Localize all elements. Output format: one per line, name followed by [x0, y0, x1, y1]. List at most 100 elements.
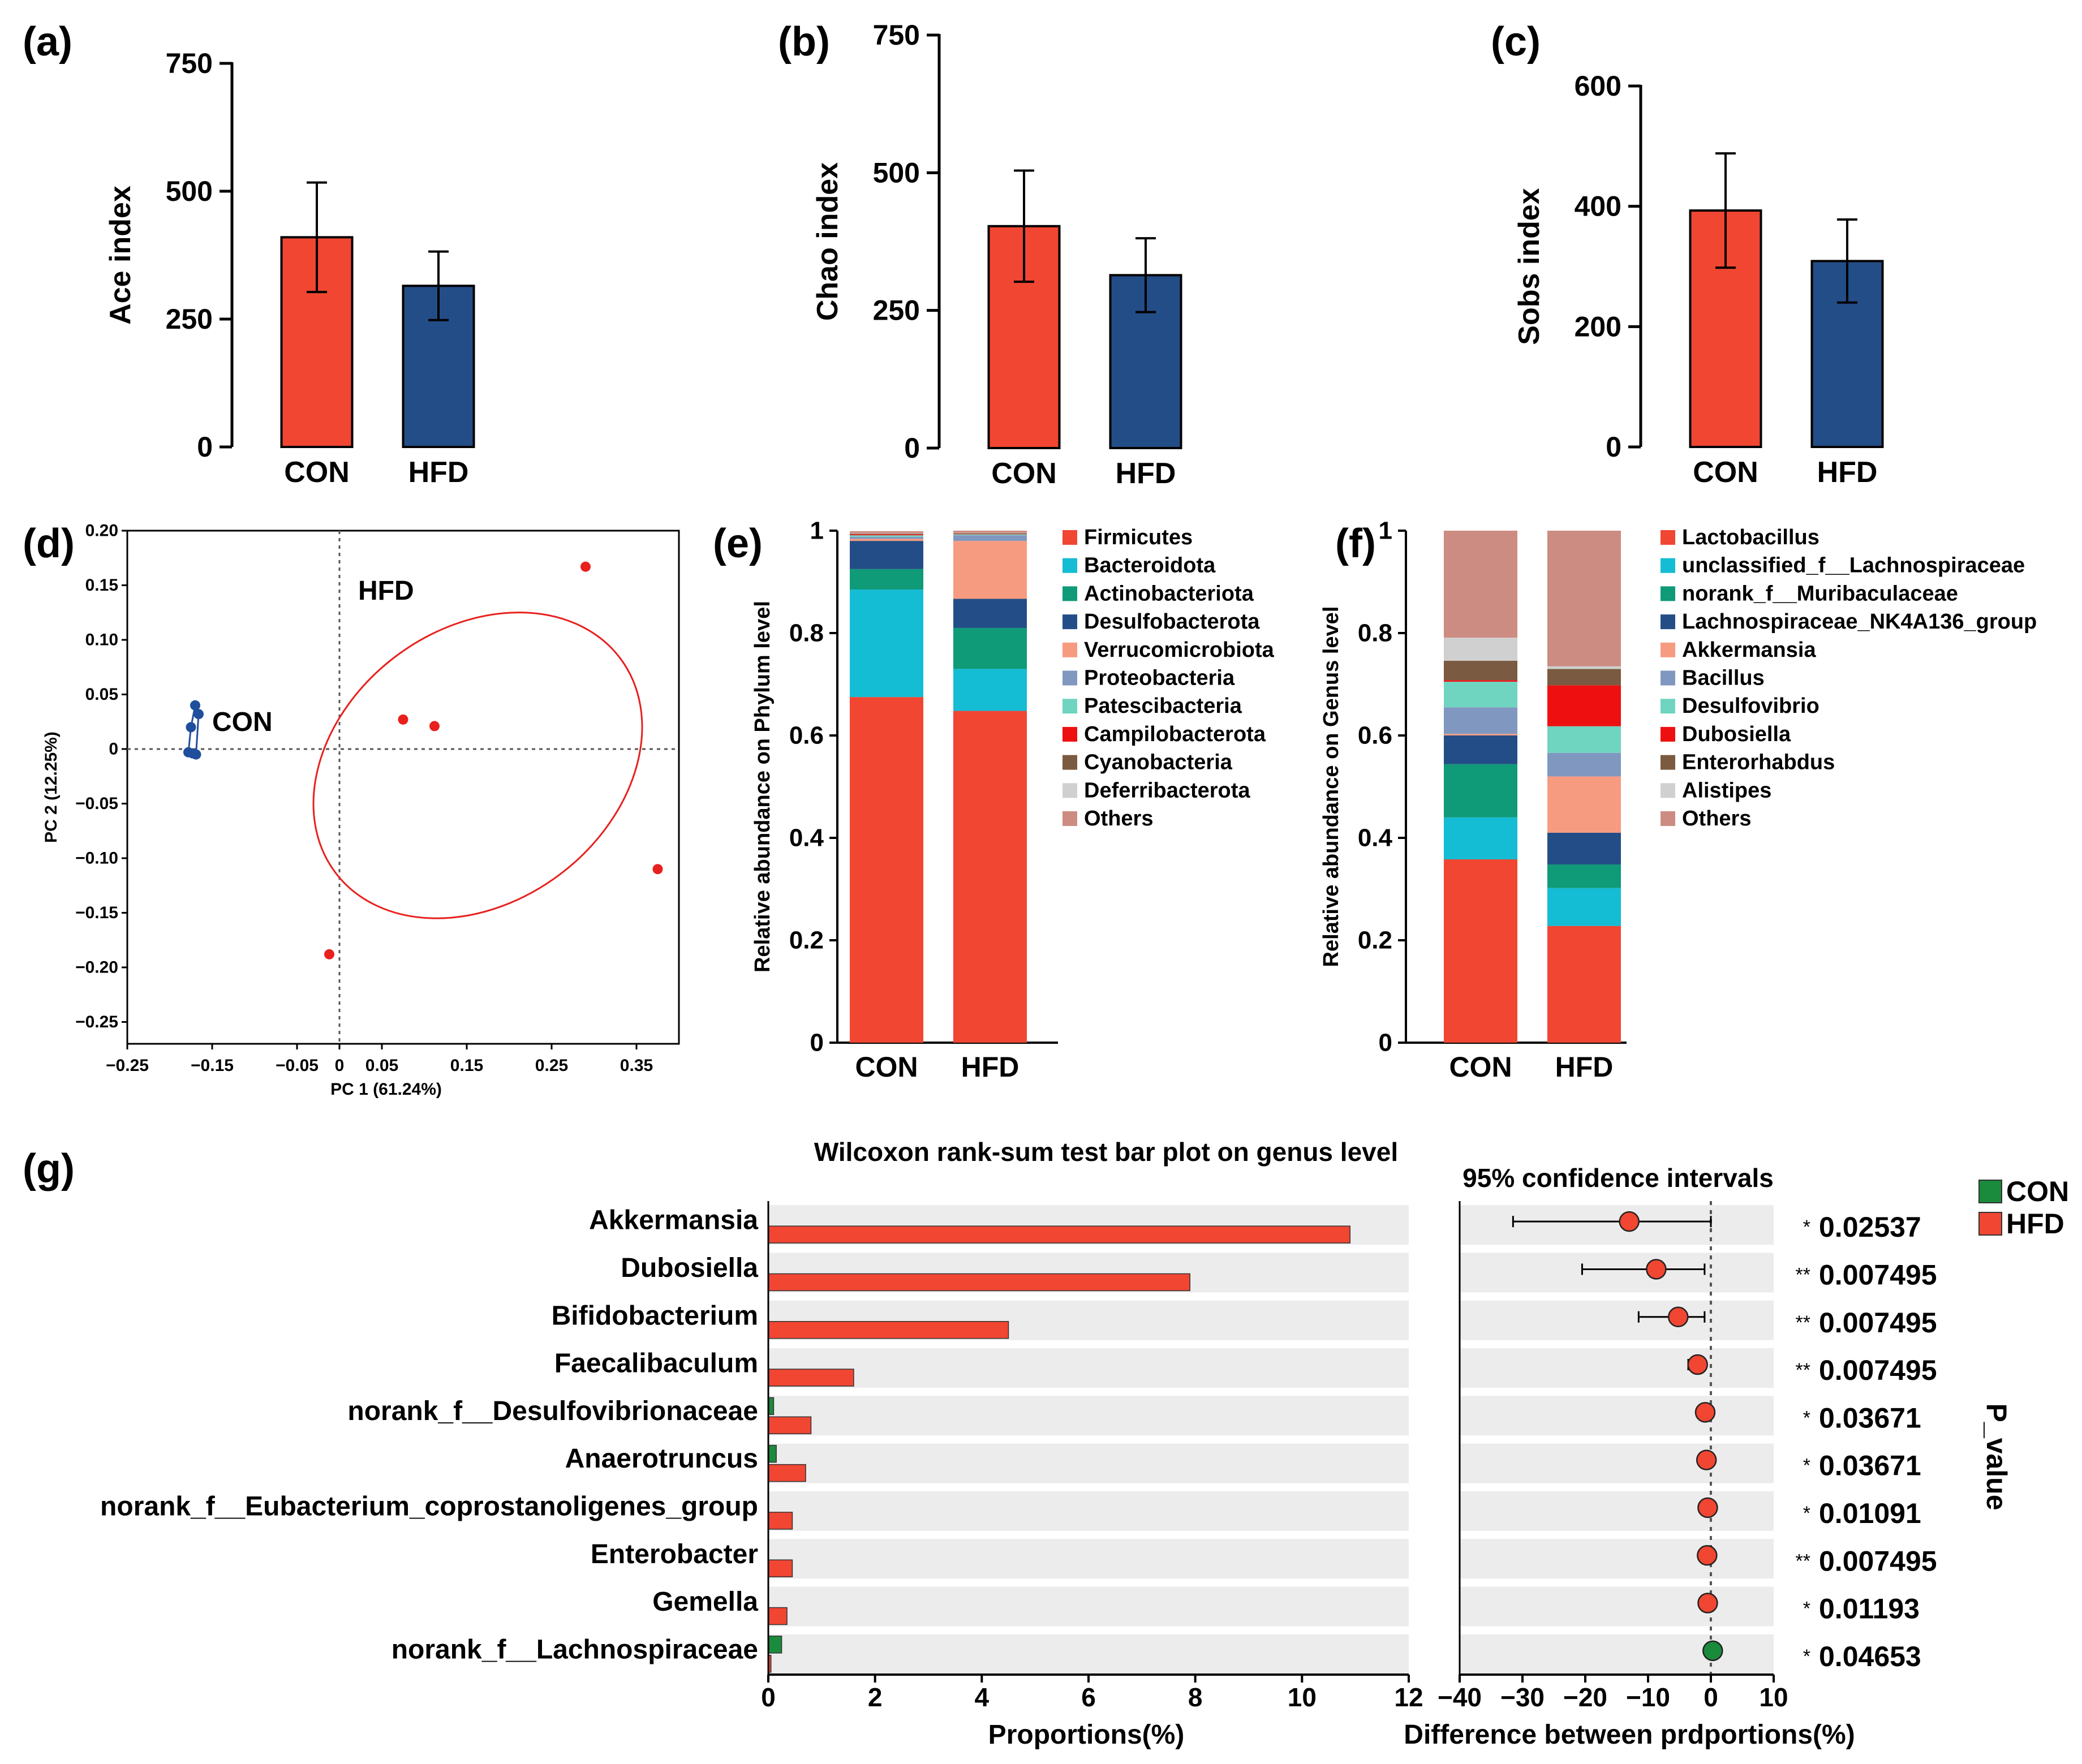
- legend-swatch: [1661, 811, 1675, 826]
- legend-label: unclassified_f__Lachnospiraceae: [1682, 554, 2025, 578]
- segment-desulfovibrio: [1444, 681, 1517, 708]
- bar-hfd: [768, 1369, 854, 1387]
- group-label-hfd: HFD: [358, 576, 414, 606]
- legend-swatch: [1661, 530, 1675, 545]
- y-tick-label: 0: [904, 432, 920, 464]
- p-value: 0.04653: [1819, 1641, 1921, 1672]
- y-tick-label: 0.8: [1358, 619, 1392, 647]
- legend-swatch: [1661, 670, 1675, 686]
- legend-swatch: [1661, 642, 1675, 657]
- legend-swatch: [1062, 755, 1077, 770]
- legend-label: Bacillus: [1682, 666, 1765, 690]
- legend-swatch: [1062, 586, 1077, 601]
- significance-stars: *: [1803, 1407, 1810, 1429]
- significance-stars: *: [1803, 1503, 1810, 1524]
- panel-letter: (e): [713, 521, 763, 566]
- category-label: Anaerotruncus: [565, 1444, 758, 1474]
- x-axis-label: Proportions(%): [988, 1720, 1185, 1750]
- row-band: [1460, 1586, 1774, 1627]
- y-tick-label: 0.8: [789, 619, 824, 647]
- y-tick-label: 1: [810, 517, 824, 545]
- segment-unclassified-f-lachnospiraceae: [1547, 888, 1621, 926]
- significance-stars: **: [1796, 1264, 1810, 1285]
- legend-label: Dubosiella: [1682, 722, 1791, 746]
- ci-point: [1687, 1354, 1708, 1375]
- x-tick-label: HFD: [408, 456, 469, 489]
- segment-firmicutes: [850, 697, 923, 1043]
- x-tick-label: −0.25: [106, 1056, 149, 1075]
- bar-con: [768, 1636, 782, 1654]
- legend-swatch: [1062, 726, 1077, 742]
- x-tick-label: 4: [975, 1683, 990, 1712]
- legend-label: Others: [1084, 807, 1153, 831]
- x-tick-label: CON: [1693, 456, 1758, 489]
- plot-frame: [126, 530, 680, 1045]
- row-band: [768, 1396, 1409, 1436]
- p-value: 0.03671: [1819, 1402, 1921, 1434]
- p-value: 0.03671: [1819, 1450, 1921, 1482]
- y-tick-label: 0.2: [789, 927, 824, 954]
- y-tick-label: 750: [873, 19, 920, 51]
- segment-verrucomicrobiota: [953, 541, 1027, 599]
- legend-swatch: [1062, 558, 1077, 573]
- segment-desulfovibrio: [1547, 726, 1621, 753]
- bar-hfd: [768, 1273, 1190, 1292]
- legend-swatch: [1062, 783, 1077, 798]
- chart-title: 95% confidence intervals: [1462, 1163, 1774, 1193]
- legend-swatch: [1062, 811, 1077, 826]
- legend-label: Verrucomicrobiota: [1084, 638, 1275, 662]
- segment-dubosiella: [1547, 685, 1621, 726]
- y-tick-label: 250: [873, 295, 920, 326]
- segment-actinobacteriota: [953, 627, 1027, 669]
- y-tick-label: 0.05: [85, 685, 118, 704]
- segment-patescibacteria: [850, 535, 923, 537]
- segment-norank-f-muribaculaceae: [1444, 764, 1517, 818]
- y-tick-label: 500: [873, 157, 920, 188]
- x-tick-label: 0.25: [535, 1056, 568, 1075]
- panel-letter: (a): [23, 19, 72, 64]
- y-tick-label: 0: [197, 431, 213, 463]
- legend-label: Proteobacteria: [1084, 666, 1235, 690]
- y-tick-label: 0.6: [1358, 722, 1392, 750]
- chart-title: Wilcoxon rank-sum test bar plot on genus…: [814, 1137, 1398, 1167]
- point-hfd: [324, 949, 334, 960]
- category-label: Enterobacter: [591, 1539, 758, 1569]
- ci-point: [1668, 1306, 1689, 1327]
- significance-stars: **: [1796, 1312, 1810, 1333]
- segment-cyanobacteria: [850, 533, 923, 535]
- row-band: [1460, 1348, 1774, 1388]
- legend-label: Alistipes: [1682, 778, 1771, 802]
- category-label: norank_f__Lachnospiraceae: [392, 1634, 758, 1664]
- x-tick-label: −20: [1563, 1683, 1607, 1712]
- row-band: [768, 1443, 1409, 1483]
- significance-stars: *: [1803, 1598, 1810, 1620]
- bar-hfd: [768, 1559, 793, 1577]
- legend-swatch: [1661, 586, 1675, 601]
- segment-others: [1444, 531, 1517, 638]
- x-tick-label: −10: [1626, 1683, 1670, 1712]
- segment-lachnospiraceae-nk4a136-group: [1547, 832, 1621, 865]
- x-tick-label: 0: [1704, 1683, 1718, 1712]
- segment-others: [850, 531, 923, 533]
- segment-deferribacterota: [850, 533, 923, 534]
- x-tick-label: 10: [1288, 1683, 1317, 1712]
- y-axis-label: Relative abundance on Phylum level: [751, 601, 775, 973]
- y-tick-label: 600: [1575, 70, 1621, 102]
- y-tick-label: 0.4: [789, 824, 824, 852]
- x-tick-label: 0.35: [620, 1056, 653, 1075]
- p-value: 0.007495: [1819, 1545, 1937, 1577]
- point-con: [193, 709, 204, 720]
- x-tick-label: 6: [1081, 1683, 1096, 1712]
- hfd-ellipse: [312, 612, 643, 919]
- segment-akkermansia: [1444, 734, 1517, 735]
- y-tick-label: −0.20: [75, 958, 118, 976]
- legend-swatch: [1661, 699, 1675, 714]
- significance-stars: **: [1796, 1359, 1810, 1381]
- point-con: [186, 722, 196, 733]
- panel-letter: (d): [23, 521, 75, 566]
- legend-label: Patescibacteria: [1084, 694, 1242, 718]
- segment-norank-f-muribaculaceae: [1547, 864, 1621, 888]
- y-tick-label: −0.25: [75, 1013, 118, 1031]
- legend-swatch: [1062, 530, 1077, 545]
- segment-others: [1547, 531, 1621, 666]
